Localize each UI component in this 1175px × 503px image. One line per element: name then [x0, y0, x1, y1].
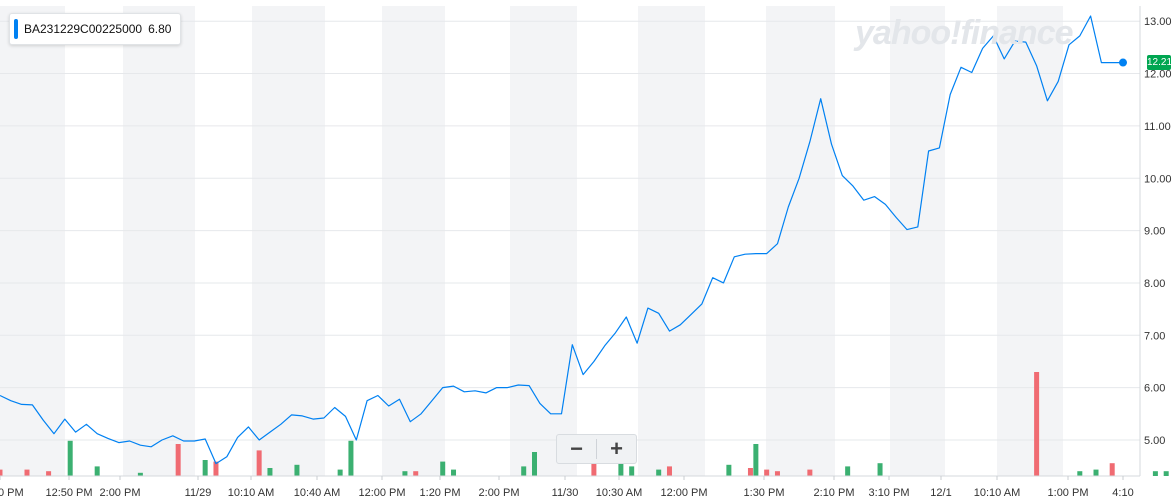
volume-bar — [845, 466, 851, 476]
volume-bar — [807, 469, 813, 476]
x-tick-label: 4:10 — [1112, 487, 1133, 499]
x-tick-label: 2:10 PM — [814, 487, 855, 499]
x-axis: 0 PM 12:50 PM 2:00 PM 11/29 10:10 AM 10:40 AM… — [0, 476, 1134, 499]
volume-bar — [764, 469, 770, 476]
volume-bar — [294, 464, 300, 476]
x-tick-label: 1:20 PM — [420, 487, 461, 499]
x-tick-label: 0 PM — [0, 487, 24, 499]
y-tick-label: 9.00 — [1144, 226, 1165, 238]
volume-bar — [46, 471, 52, 476]
x-tick-label: 12:00 PM — [660, 487, 707, 499]
gridlines — [0, 20, 1140, 441]
volume-bar — [137, 472, 143, 476]
volume-bar — [267, 468, 273, 476]
zoom-divider — [596, 439, 597, 459]
x-tick-label: 2:00 PM — [100, 487, 141, 499]
y-axis: 5.00 6.00 7.00 8.00 9.00 10.00 11.00 12.00 13.00 — [0, 6, 1172, 477]
zoom-in-button[interactable]: + — [610, 436, 623, 461]
x-tick-label: 2:00 PM — [479, 487, 520, 499]
volume-bar — [521, 466, 527, 476]
volume-bar — [656, 469, 662, 476]
period-band — [382, 6, 445, 476]
y-tick-label: 5.00 — [1144, 435, 1165, 447]
y-tick-label: 6.00 — [1144, 383, 1165, 395]
x-tick-label: 1:30 PM — [744, 487, 785, 499]
volume-bar — [1077, 471, 1083, 476]
volume-bar — [726, 464, 732, 476]
legend-color-swatch — [14, 19, 18, 39]
volume-bar — [348, 440, 354, 476]
volume-bar — [451, 469, 457, 476]
background-bands — [0, 6, 1063, 476]
volume-bar — [413, 471, 419, 476]
volume-bar — [591, 461, 597, 476]
volume-bar — [67, 440, 73, 476]
period-band — [997, 6, 1063, 476]
volume-bar — [1093, 469, 1099, 476]
period-band — [510, 6, 577, 476]
volume-bar — [256, 450, 262, 476]
y-tick-label: 7.00 — [1144, 330, 1165, 342]
volume-bar — [1163, 471, 1169, 476]
legend-symbol: BA231229C00225000 — [24, 22, 143, 36]
legend-value: 6.80 — [148, 22, 172, 36]
x-tick-label: 10:40 AM — [294, 487, 340, 499]
volume-bar — [175, 444, 181, 476]
volume-bar — [629, 466, 635, 476]
y-tick-label: 8.00 — [1144, 278, 1165, 290]
x-tick-label: 12:50 PM — [45, 487, 92, 499]
volume-bar — [337, 469, 343, 476]
period-band — [123, 6, 195, 476]
period-band — [0, 6, 65, 476]
y-tick-label: 11.00 — [1144, 121, 1171, 133]
volume-bar — [774, 471, 780, 476]
y-tick-label: 13.00 — [1144, 16, 1172, 28]
zoom-controls: − + — [556, 434, 637, 464]
volume-bar — [666, 466, 672, 476]
period-band — [890, 6, 945, 476]
x-tick-label: 11/29 — [185, 487, 212, 499]
volume-bar — [1152, 471, 1158, 476]
price-line — [0, 15, 1123, 465]
x-tick-label: 10:30 AM — [596, 487, 642, 499]
volume-bar — [753, 444, 759, 476]
x-tick-label: 12:00 PM — [358, 487, 405, 499]
volume-bars — [0, 372, 1169, 476]
volume-bar — [202, 460, 208, 476]
volume-bar — [1109, 463, 1115, 476]
x-tick-label: 3:10 PM — [869, 487, 910, 499]
x-tick-label: 10:10 AM — [228, 487, 274, 499]
period-band — [766, 6, 835, 476]
volume-bar — [0, 469, 3, 476]
last-price-badge: 12.21 — [1147, 54, 1173, 70]
y-tick-label: 12.00 — [1144, 69, 1172, 81]
volume-bar — [532, 452, 538, 476]
x-tick-label: 12/1 — [930, 487, 951, 499]
x-tick-label: 1:00 PM — [1048, 487, 1089, 499]
yahoo-finance-watermark: yahoo!finance — [855, 14, 1073, 52]
price-series — [0, 15, 1127, 465]
last-price-dot — [1119, 58, 1127, 67]
volume-bar — [402, 471, 408, 476]
x-tick-label: 11/30 — [552, 487, 579, 499]
volume-bar — [94, 466, 100, 476]
x-tick-label: 10:10 AM — [974, 487, 1020, 499]
period-band — [252, 6, 325, 476]
volume-bar — [877, 463, 883, 476]
y-tick-label: 10.00 — [1144, 173, 1172, 185]
series-legend[interactable]: BA231229C00225000 6.80 — [9, 13, 182, 45]
volume-bar — [440, 461, 446, 476]
volume-bar — [1034, 372, 1040, 476]
period-band — [638, 6, 705, 476]
volume-bar — [24, 469, 30, 476]
volume-bar — [213, 461, 219, 476]
zoom-out-button[interactable]: − — [570, 436, 583, 461]
volume-bar — [747, 468, 753, 476]
